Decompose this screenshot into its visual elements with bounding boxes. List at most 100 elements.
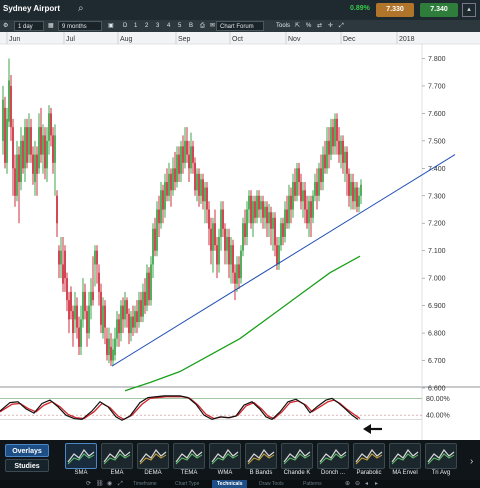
chart-area[interactable]: Jun Jul Aug Sep Oct Nov Dec 2018 7.800 7.700 7.60… (0, 32, 480, 440)
studies-button[interactable]: Studies (5, 459, 49, 472)
candle-down (166, 182, 168, 196)
candle-up (248, 195, 250, 210)
candle-down (14, 168, 16, 196)
candle-down (342, 140, 344, 163)
candle-down (50, 113, 52, 136)
candle-up (240, 250, 242, 279)
period-3-button[interactable]: 3 (156, 23, 160, 29)
pan-left-icon[interactable]: ◂ (365, 481, 369, 487)
candle-down (352, 182, 354, 202)
candle-up (236, 264, 238, 284)
crosshair-icon[interactable]: ✛ (328, 23, 334, 29)
zoom-icon[interactable]: ▣ (108, 23, 114, 29)
search-icon[interactable]: ⌕ (78, 3, 84, 14)
candle-down (224, 228, 226, 251)
period-4-button[interactable]: 4 (167, 23, 171, 29)
overlays-button[interactable]: Overlays (5, 444, 49, 457)
refresh-icon[interactable]: ⟳ (86, 481, 92, 487)
fullscreen-icon[interactable]: ⤢ (339, 23, 344, 29)
tab-timeframe[interactable]: Timeframe (133, 481, 157, 487)
study-thumbnail-icon (317, 443, 349, 469)
candle-down (58, 250, 60, 265)
expand-icon[interactable]: ⤢ (118, 481, 123, 487)
candle-up (176, 154, 178, 183)
link-icon[interactable]: ⛓ (96, 481, 104, 487)
period-1-button[interactable]: 1 (134, 23, 138, 29)
study-bollinger-bands[interactable]: B Bands (244, 443, 278, 479)
study-chande-k[interactable]: Chande K (280, 443, 314, 479)
instrument-title: Sydney Airport (3, 4, 61, 13)
candle-down (148, 272, 150, 301)
candle-up (130, 316, 132, 334)
bid-price-button[interactable]: 7.330 (376, 3, 414, 17)
zoom-out-icon[interactable]: ⊖ (355, 481, 361, 487)
zoom-in-icon[interactable]: ⊕ (345, 481, 351, 487)
tools-menu[interactable]: Tools (276, 23, 291, 29)
study-tema[interactable]: TEMA (172, 443, 206, 479)
camera-icon[interactable]: ◉ (107, 481, 113, 487)
study-donchian[interactable]: Donch ... (316, 443, 350, 479)
study-label: Donch ... (320, 470, 345, 476)
chart-forum-button[interactable]: Chart Forum (216, 21, 264, 31)
candle-up (160, 190, 162, 224)
scroll-right-icon[interactable]: › (470, 456, 474, 467)
pan-right-icon[interactable]: ▸ (375, 481, 379, 487)
tab-technicals[interactable]: Technicals (212, 480, 248, 488)
tab-draw-tools[interactable]: Draw Tools (259, 481, 284, 487)
candle-up (94, 250, 96, 265)
candle-up (90, 291, 92, 306)
period-b-button[interactable]: B (189, 23, 194, 29)
study-sma[interactable]: SMA (64, 443, 98, 479)
candle-down (286, 209, 288, 224)
arrow-head (363, 424, 371, 434)
candle-up (138, 300, 140, 323)
study-ma-envelope[interactable]: MA Envel (388, 443, 422, 479)
candle-up (184, 140, 186, 163)
x-tick-label: Oct (232, 36, 243, 43)
period-5-button[interactable]: 5 (178, 23, 182, 29)
settings-gear-icon[interactable]: ⚙ (3, 23, 9, 29)
study-wma[interactable]: WMA (208, 443, 242, 479)
candle-up (116, 319, 118, 339)
study-label: WMA (217, 470, 233, 476)
ask-price-button[interactable]: 7.340 (420, 3, 458, 17)
compare-icon[interactable]: ⇄ (317, 23, 323, 29)
study-dema[interactable]: DEMA (136, 443, 170, 479)
candle-down (214, 223, 216, 246)
candle-up (150, 264, 152, 301)
candle-down (178, 154, 180, 174)
candle-down (126, 300, 128, 314)
candle-down (222, 209, 224, 229)
collapse-icon[interactable]: ▴ (462, 3, 476, 17)
candle-down (316, 182, 318, 196)
candle-down (346, 151, 348, 174)
candle-down (244, 223, 246, 237)
study-parabolic[interactable]: Parabolic (352, 443, 386, 479)
candle-down (332, 127, 334, 147)
candle-up (272, 217, 274, 229)
candle-down (66, 278, 68, 301)
range-select[interactable]: 9 months (58, 21, 102, 31)
candle-up (326, 140, 328, 169)
tab-chart-type[interactable]: Chart Type (175, 481, 200, 487)
y-tick-label: 7.700 (428, 83, 446, 90)
chat-icon[interactable]: ✉ (210, 23, 216, 29)
candle-down (40, 127, 42, 155)
candle-up (308, 201, 310, 224)
study-ema[interactable]: EMA (100, 443, 134, 479)
study-thumbnail-icon (389, 443, 421, 469)
candle-down (336, 118, 338, 141)
candle-down (36, 154, 38, 174)
period-2-button[interactable]: 2 (145, 23, 149, 29)
interval-select[interactable]: 1 day (14, 21, 44, 31)
candle-down (44, 135, 46, 169)
period-d-button[interactable]: D (123, 23, 128, 29)
candle-down (10, 85, 12, 128)
percent-icon[interactable]: % (306, 23, 312, 29)
tab-patterns[interactable]: Patterns (303, 481, 322, 487)
cursor-icon[interactable]: ⇱ (295, 23, 301, 29)
print-icon[interactable]: ⎙ (200, 23, 205, 29)
calendar-icon[interactable]: ▦ (48, 23, 54, 29)
candle-up (312, 195, 314, 218)
study-tri-avg[interactable]: Tri Avg (424, 443, 458, 479)
